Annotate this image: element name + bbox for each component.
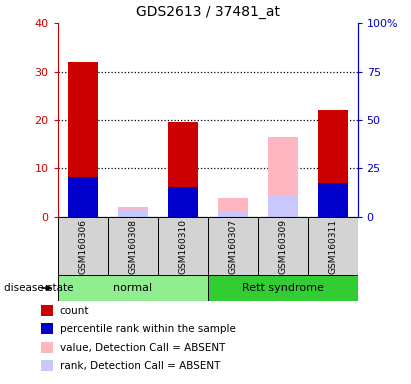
Bar: [208, 217, 258, 275]
Text: Rett syndrome: Rett syndrome: [242, 283, 323, 293]
Text: normal: normal: [113, 283, 152, 293]
Bar: [217, 198, 247, 217]
Text: count: count: [60, 306, 89, 316]
Bar: [118, 207, 148, 217]
Bar: [268, 137, 298, 217]
Bar: [168, 122, 198, 217]
Bar: [208, 275, 358, 301]
Bar: [217, 212, 247, 217]
Text: percentile rank within the sample: percentile rank within the sample: [60, 324, 236, 334]
Text: GSM160310: GSM160310: [178, 219, 187, 274]
Text: GSM160311: GSM160311: [328, 219, 337, 274]
Text: GSM160309: GSM160309: [278, 219, 287, 274]
Text: value, Detection Call = ABSENT: value, Detection Call = ABSENT: [60, 343, 225, 353]
Bar: [268, 195, 298, 217]
Bar: [258, 217, 307, 275]
Text: GSM160306: GSM160306: [78, 219, 87, 274]
Title: GDS2613 / 37481_at: GDS2613 / 37481_at: [136, 5, 279, 19]
Bar: [108, 217, 157, 275]
Bar: [67, 177, 97, 217]
Bar: [168, 187, 198, 217]
Bar: [58, 275, 208, 301]
Bar: [67, 62, 97, 217]
Text: GSM160308: GSM160308: [128, 219, 137, 274]
Bar: [118, 210, 148, 217]
Text: disease state: disease state: [4, 283, 74, 293]
Text: rank, Detection Call = ABSENT: rank, Detection Call = ABSENT: [60, 361, 220, 371]
Bar: [318, 110, 348, 217]
Bar: [58, 217, 108, 275]
Text: GSM160307: GSM160307: [228, 219, 237, 274]
Bar: [318, 183, 348, 217]
Bar: [157, 217, 208, 275]
Bar: [307, 217, 358, 275]
